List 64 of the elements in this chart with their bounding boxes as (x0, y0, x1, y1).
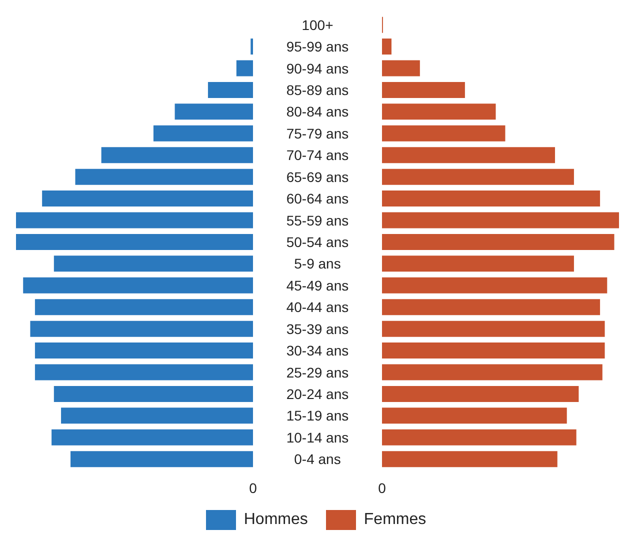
bar (382, 277, 608, 294)
bar (382, 451, 558, 468)
bar (382, 104, 496, 120)
text: 0 (248, 480, 258, 496)
bar (208, 82, 253, 98)
y-tick-label: 0-4 ans (294, 451, 341, 468)
bar (236, 60, 253, 76)
legend-label: Hommes (244, 511, 308, 529)
y-tick-label: 80-84 ans (286, 104, 349, 120)
y-tick-label: 70-74 ans (286, 147, 349, 164)
y-tick-label: 50-54 ans (286, 234, 349, 250)
bar (382, 342, 605, 359)
bar (382, 386, 579, 402)
bar (382, 147, 556, 164)
bar (16, 212, 253, 228)
bar (382, 299, 600, 316)
bar (382, 38, 392, 55)
bar (70, 451, 253, 468)
bar (23, 277, 253, 294)
bar (34, 299, 253, 316)
bar (61, 408, 253, 424)
y-tick-label: 30-34 ans (286, 342, 349, 359)
bar (382, 212, 619, 228)
bar (382, 60, 420, 76)
y-tick-label: 100+ (302, 16, 334, 33)
y-tick-label: 35-39 ans (286, 320, 349, 337)
y-tick-label: 40-44 ans (286, 299, 349, 316)
y-tick-label: 15-19 ans (286, 408, 349, 424)
bar (382, 190, 600, 207)
bar (101, 147, 253, 164)
y-tick-label: 90-94 ans (286, 60, 349, 76)
bar (153, 125, 253, 142)
bar (382, 256, 574, 272)
bar (382, 364, 602, 380)
bar (382, 234, 614, 250)
bar (382, 168, 574, 185)
y-tick-label: 60-64 ans (286, 190, 349, 207)
bar (382, 82, 465, 98)
text: 0 (377, 480, 387, 496)
bar (382, 320, 605, 337)
y-tick-label: 65-69 ans (286, 168, 349, 185)
y-tick-label: 20-24 ans (286, 386, 349, 402)
bar (42, 190, 253, 207)
bar (16, 234, 253, 250)
y-tick-label: 55-59 ans (286, 212, 349, 228)
bar (382, 429, 576, 446)
y-tick-label: 75-79 ans (286, 125, 349, 142)
bar (54, 256, 253, 272)
bar (52, 429, 253, 446)
y-tick-label: 95-99 ans (286, 38, 349, 55)
bar (174, 104, 253, 120)
legend-label: Femmes (364, 511, 426, 529)
y-tick-label: 85-89 ans (286, 82, 349, 98)
bar (382, 125, 506, 142)
y-tick-label: 5-9 ans (294, 256, 341, 272)
bar (34, 364, 253, 380)
y-tick-label: 25-29 ans (286, 364, 349, 380)
y-tick-label: 10-14 ans (286, 429, 349, 446)
y-tick-label: 45-49 ans (286, 277, 349, 294)
bar (75, 168, 253, 185)
bar (54, 386, 253, 402)
bar (382, 408, 567, 424)
bar (34, 342, 253, 359)
bar (30, 320, 253, 337)
